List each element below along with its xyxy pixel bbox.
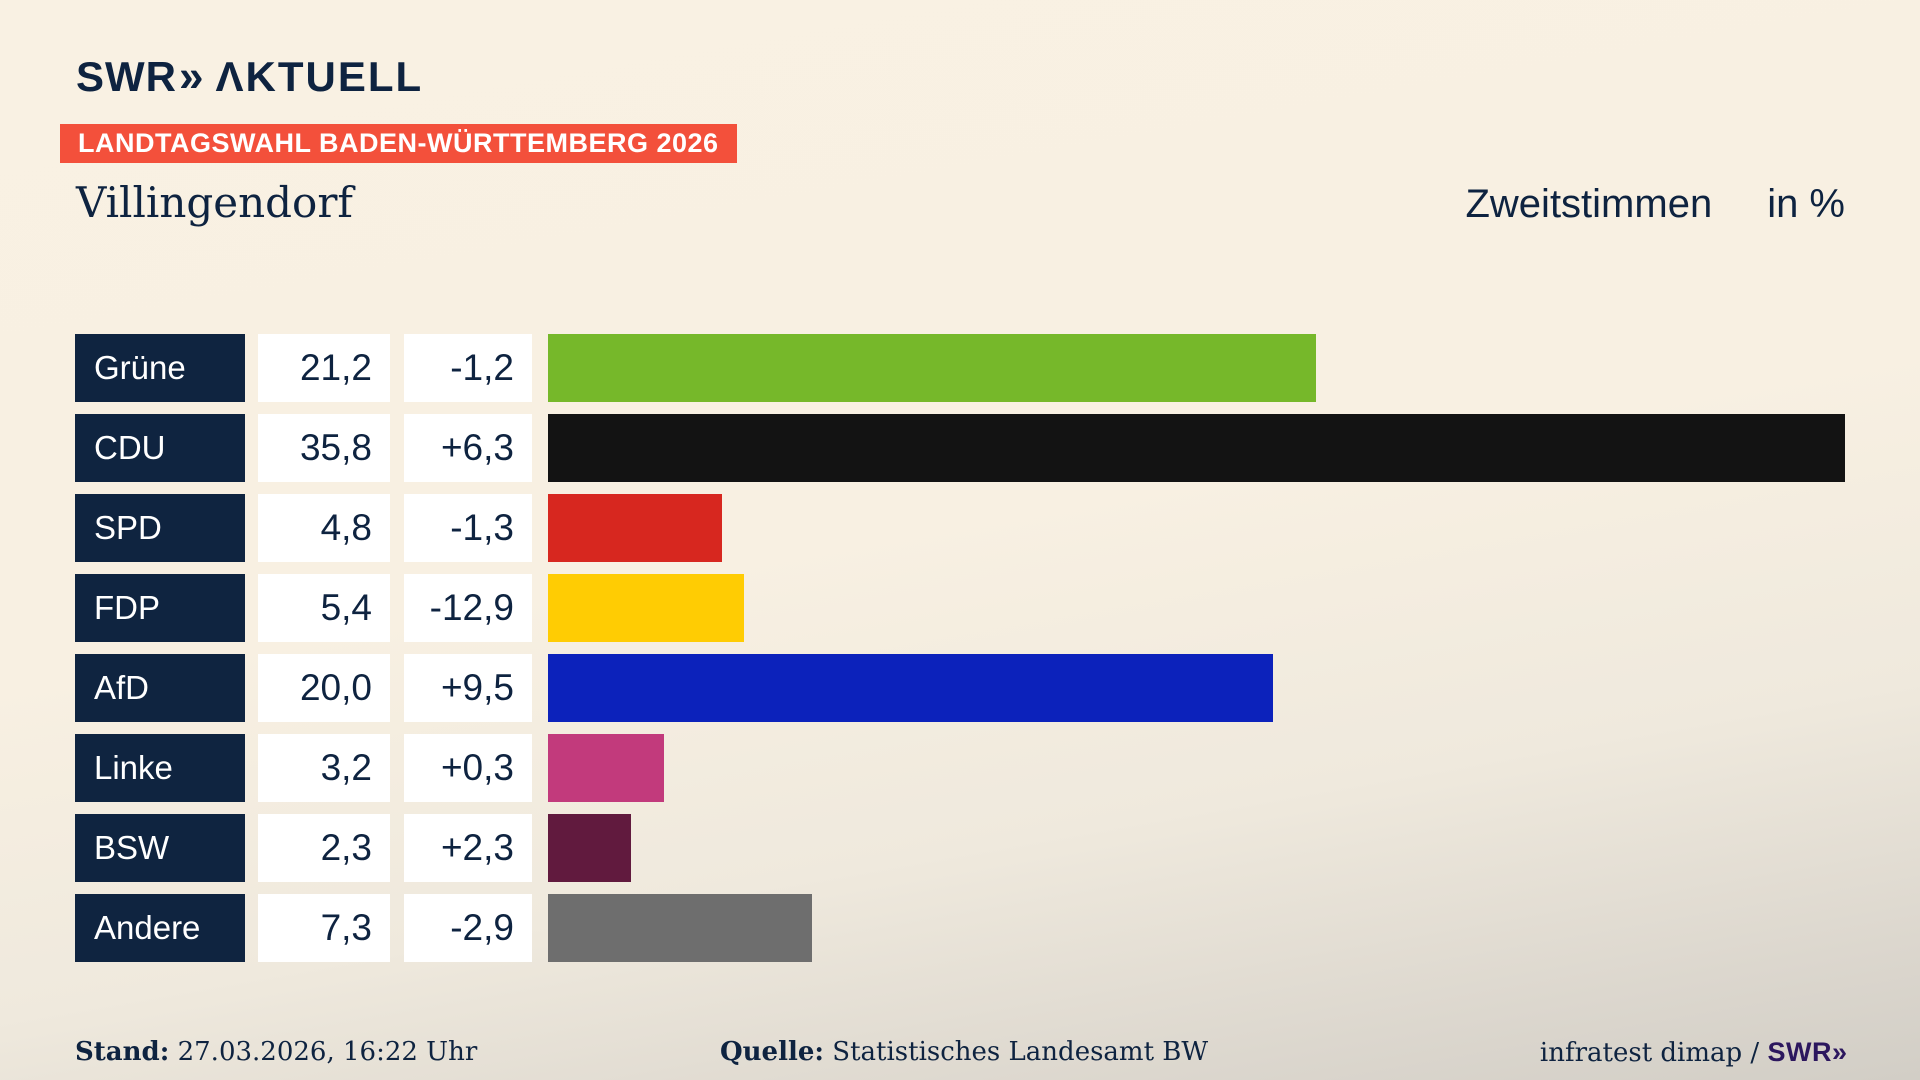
value-bar (548, 894, 813, 962)
value-cell: 21,2 (258, 334, 390, 402)
chart-row: FDP 5,4 -12,9 (75, 574, 1845, 642)
measure-header: Zweitstimmen in % (1465, 182, 1845, 227)
party-label: Linke (75, 734, 245, 802)
quelle-label: Quelle: (720, 1037, 824, 1067)
value-bar (548, 334, 1317, 402)
value-bar (548, 414, 1845, 482)
change-cell: -1,3 (404, 494, 532, 562)
measure-label: Zweitstimmen (1465, 182, 1713, 226)
unit-label: in % (1767, 182, 1845, 226)
change-cell: -1,2 (404, 334, 532, 402)
quelle-value: Statistisches Landesamt BW (832, 1037, 1209, 1067)
change-cell: +2,3 (404, 814, 532, 882)
source-info: Quelle: Statistisches Landesamt BW (720, 1037, 1208, 1067)
swr-footer-logo: SWR» (1767, 1037, 1847, 1067)
chart-row: CDU 35,8 +6,3 (75, 414, 1845, 482)
chart-row: AfD 20,0 +9,5 (75, 654, 1845, 722)
value-bar (548, 574, 744, 642)
value-cell: 5,4 (258, 574, 390, 642)
bar-track (548, 894, 1845, 962)
value-bar (548, 654, 1273, 722)
value-cell: 35,8 (258, 414, 390, 482)
value-bar (548, 734, 664, 802)
chart-row: BSW 2,3 +2,3 (75, 814, 1845, 882)
party-label: BSW (75, 814, 245, 882)
change-cell: +0,3 (404, 734, 532, 802)
swr-logo-text: SWR (76, 53, 177, 100)
swr-footer-chevron-icon: » (1831, 1037, 1847, 1067)
chart-row: SPD 4,8 -1,3 (75, 494, 1845, 562)
value-cell: 4,8 (258, 494, 390, 562)
stand-label: Stand: (75, 1037, 170, 1067)
logo-aktuell-text: ΛKTUELL (215, 53, 424, 100)
bar-chart: Grüne 21,2 -1,2 CDU 35,8 +6,3 SPD 4,8 -1… (75, 334, 1845, 974)
stand-info: Stand: 27.03.2026, 16:22 Uhr (75, 1037, 477, 1067)
party-label: SPD (75, 494, 245, 562)
value-bar (548, 494, 722, 562)
stand-value: 27.03.2026, 16:22 Uhr (177, 1037, 478, 1067)
value-bar (548, 814, 632, 882)
value-cell: 7,3 (258, 894, 390, 962)
change-cell: -2,9 (404, 894, 532, 962)
bar-track (548, 654, 1845, 722)
swr-aktuell-logo: SWR» ΛKTUELL (76, 52, 423, 102)
swr-footer-logo-text: SWR (1767, 1037, 1832, 1067)
bar-track (548, 814, 1845, 882)
party-label: CDU (75, 414, 245, 482)
credit-info: infratest dimap / SWR» (1539, 1037, 1847, 1068)
party-label: FDP (75, 574, 245, 642)
bar-track (548, 734, 1845, 802)
value-cell: 20,0 (258, 654, 390, 722)
bar-track (548, 574, 1845, 642)
value-cell: 2,3 (258, 814, 390, 882)
change-cell: +9,5 (404, 654, 532, 722)
bar-track (548, 334, 1845, 402)
municipality-title: Villingendorf (76, 178, 353, 227)
swr-chevron-icon: » (179, 52, 203, 101)
change-cell: -12,9 (404, 574, 532, 642)
party-label: Grüne (75, 334, 245, 402)
election-banner: LANDTAGSWAHL BADEN-WÜRTTEMBERG 2026 (60, 124, 737, 163)
chart-row: Linke 3,2 +0,3 (75, 734, 1845, 802)
bar-track (548, 494, 1845, 562)
chart-row: Grüne 21,2 -1,2 (75, 334, 1845, 402)
chart-row: Andere 7,3 -2,9 (75, 894, 1845, 962)
party-label: AfD (75, 654, 245, 722)
party-label: Andere (75, 894, 245, 962)
change-cell: +6,3 (404, 414, 532, 482)
value-cell: 3,2 (258, 734, 390, 802)
credit-text: infratest dimap / (1539, 1038, 1760, 1068)
bar-track (548, 414, 1845, 482)
